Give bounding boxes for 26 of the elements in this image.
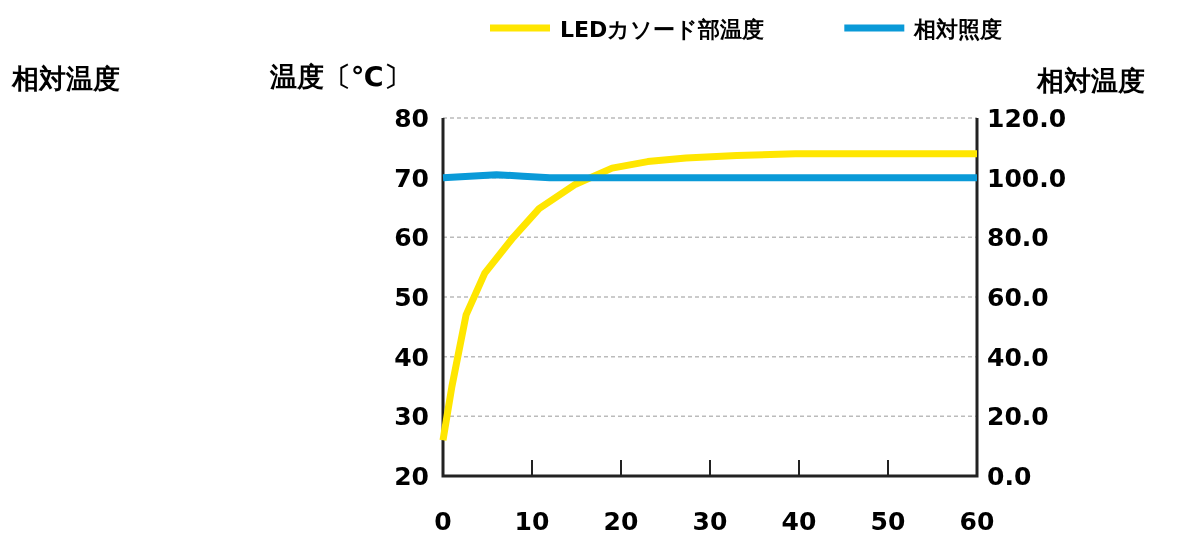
y2-tick-label: 100.0 [987,163,1067,193]
legend-label: 相対照度 [913,17,1003,42]
x-tick-label: 50 [870,507,906,536]
text: 相対温度 [11,63,120,94]
y-tick-label: 20 [394,462,429,491]
x-tick-label: 30 [692,507,728,536]
y2-tick-label: 80.0 [987,223,1049,253]
y2-tick-label: 40.0 [987,342,1049,372]
x-tick-label: 40 [781,507,817,536]
y-axis-title: 温度〔℃〕 [269,61,411,92]
y2-tick-label: 0.0 [987,462,1032,491]
y-tick-label: 80 [394,104,429,133]
x-tick-label: 0 [434,507,452,536]
x-tick-label: 20 [603,507,639,536]
y-tick-label: 30 [394,402,429,432]
x-tick-label: 60 [959,507,995,536]
y2-tick-label: 60.0 [987,283,1049,312]
y2-axis-title: 相対温度 [1036,65,1145,96]
y-tick-label: 60 [394,223,429,253]
legend-label: LEDカソード部温度 [560,17,765,42]
y-tick-label: 70 [394,163,429,193]
y2-tick-label: 120.0 [987,104,1067,133]
y2-tick-label: 20.0 [987,402,1049,432]
y-tick-label: 40 [394,342,429,372]
y-tick-label: 50 [394,283,429,312]
x-tick-label: 10 [514,507,550,536]
